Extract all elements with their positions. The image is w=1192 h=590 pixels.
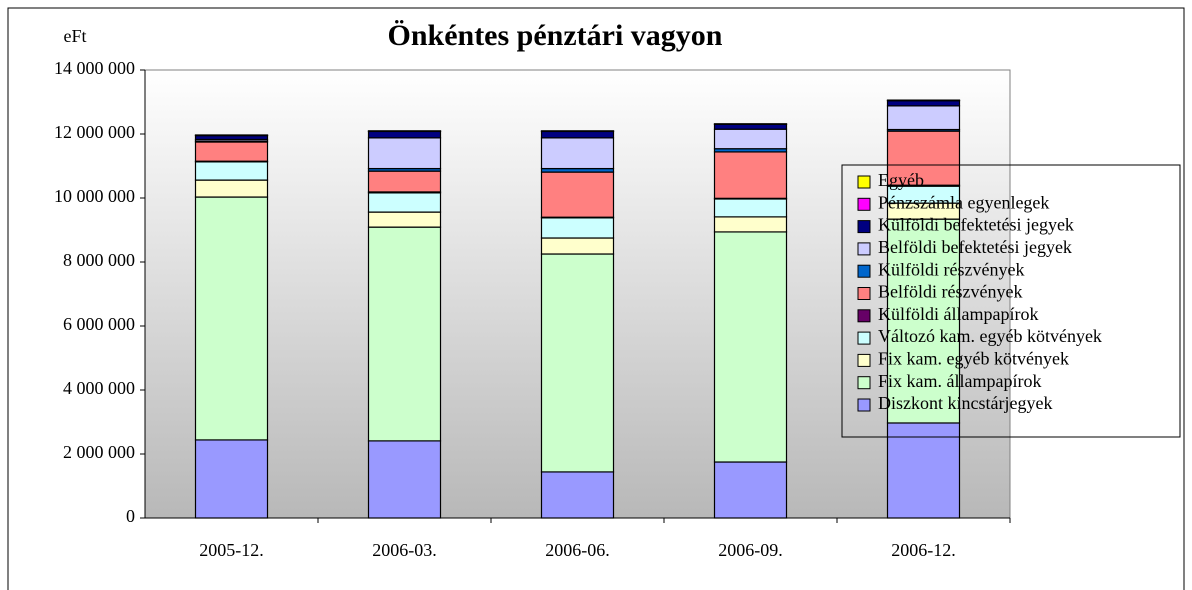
legend-label: Változó kam. egyéb kötvények [878,326,1102,346]
legend-swatch [857,309,871,323]
legend-label: Egyéb [878,170,924,190]
bar-segment [886,130,961,186]
legend-swatch [857,398,871,412]
bar-segment [713,461,788,519]
bar-segment [540,237,615,255]
bar-segment [367,226,442,442]
bar-segment [194,439,269,519]
y-tick-label: 6 000 000 [63,314,135,334]
legend-label: Belföldi részvények [878,282,1022,302]
y-tick-label: 2 000 000 [63,442,135,462]
bar-segment [540,471,615,519]
y-tick-label: 0 [126,506,135,526]
legend-swatch [857,175,871,189]
bar-segment [367,192,442,213]
legend-label: Külföldi részvények [878,259,1024,279]
x-tick-label: 2006-12. [891,540,956,560]
legend-label: Külföldi állampapírok [878,304,1038,324]
legend-label: Belföldi befektetési jegyek [878,237,1072,257]
legend-swatch [857,220,871,234]
legend-label: Fix kam. állampapírok [878,371,1041,391]
y-tick-label: 8 000 000 [63,250,135,270]
bar-segment [367,170,442,193]
bar-segment [194,196,269,441]
bar-segment [367,211,442,228]
x-tick-label: 2006-09. [718,540,783,560]
legend-swatch [857,197,871,211]
bar-segment [540,171,615,218]
bar-segment [367,130,442,139]
legend-swatch [857,264,871,278]
legend-swatch [857,287,871,300]
x-tick-label: 2006-03. [372,540,437,560]
legend-swatch [857,242,871,256]
bar-segment [713,151,788,199]
legend-box [841,164,1181,438]
bar-segment [713,128,788,150]
legend-label: Pénzszámla egyenlegek [878,192,1049,212]
bar-segment [194,161,269,181]
bar-segment [367,137,442,170]
y-unit: eFt [63,26,86,46]
legend-swatch [857,376,871,390]
bar-segment [886,100,961,107]
y-tick-label: 12 000 000 [54,122,135,142]
y-tick-label: 10 000 000 [54,186,135,206]
x-tick-label: 2005-12. [199,540,264,560]
bar-segment [194,179,269,198]
legend-label: Diszkont kincstárjegyek [878,393,1052,413]
bar-segment [886,218,961,424]
legend-swatch [857,331,871,345]
chart-title: Önkéntes pénztári vagyon [387,19,722,52]
y-tick-label: 14 000 000 [54,58,135,78]
y-tick-label: 4 000 000 [63,378,135,398]
legend-swatch [857,353,871,367]
legend-label: Fix kam. egyéb kötvények [878,349,1069,369]
legend-label: Külföldi befektetési jegyek [878,215,1074,235]
bar-segment [713,216,788,233]
bar-segment [713,198,788,218]
bar-segment [886,105,961,131]
bar-segment [540,130,615,139]
bar-segment [540,217,615,239]
bar-segment [194,141,269,162]
x-tick-label: 2006-06. [545,540,610,560]
bar-segment [713,231,788,463]
bar-segment [540,253,615,473]
bar-segment [367,440,442,519]
bar-segment [540,137,615,170]
bar-segment [713,123,788,130]
